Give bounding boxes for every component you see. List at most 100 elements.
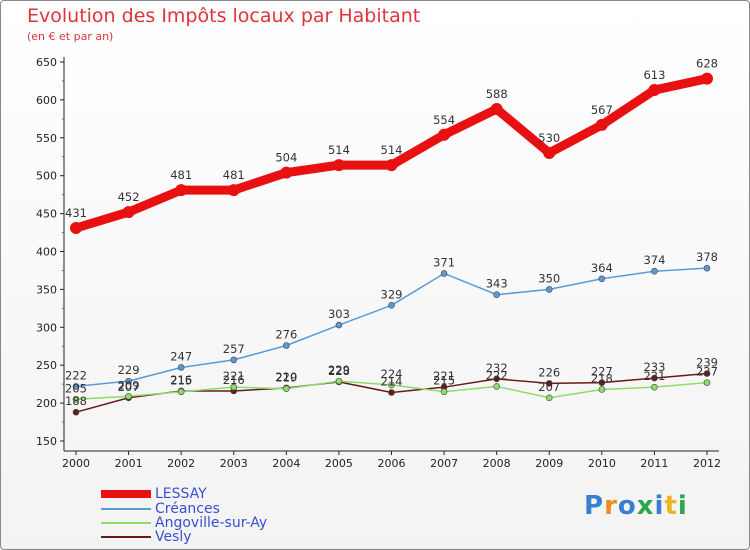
data-label-cr-ances: 374 <box>643 253 665 267</box>
data-point-cr-ances <box>335 321 343 329</box>
y-tick-label: 350 <box>36 283 57 296</box>
x-tick-label: 2002 <box>167 457 195 470</box>
x-tick-label: 2010 <box>588 457 616 470</box>
data-point-lessay <box>175 184 188 197</box>
data-label-vesly: 207 <box>118 380 140 394</box>
logo-letter: o <box>617 491 637 521</box>
data-point-vesly <box>72 408 80 416</box>
data-label-cr-ances: 303 <box>328 307 350 321</box>
data-label-angoville-sur-ay: 224 <box>381 367 403 381</box>
logo-letter: i <box>654 491 665 521</box>
data-point-angoville-sur-ay <box>651 383 658 391</box>
data-point-vesly <box>703 370 711 377</box>
legend-label-angoville: Angoville-sur-Ay <box>155 515 268 531</box>
data-label-vesly: 226 <box>538 365 560 379</box>
data-point-cr-ances <box>440 270 448 277</box>
data-label-vesly: 239 <box>696 356 718 370</box>
data-label-vesly: 232 <box>486 361 508 375</box>
data-label-lessay: 514 <box>328 143 350 157</box>
data-label-cr-ances: 276 <box>275 327 297 341</box>
data-label-lessay: 452 <box>118 190 140 204</box>
data-point-cr-ances <box>388 302 395 309</box>
x-tick-label: 2009 <box>535 457 563 470</box>
y-tick-label: 300 <box>36 321 57 334</box>
proxiti-logo: Proxiti <box>584 491 688 521</box>
data-label-lessay: 628 <box>696 57 718 71</box>
legend-swatch-lessay <box>101 490 151 498</box>
chart-title: Evolution des Impôts locaux par Habitant <box>27 5 421 27</box>
data-point-lessay <box>70 222 82 235</box>
data-point-angoville-sur-ay <box>72 396 80 403</box>
data-label-lessay: 481 <box>170 168 192 182</box>
data-point-cr-ances <box>125 377 132 385</box>
data-point-cr-ances <box>651 267 658 275</box>
data-point-vesly <box>651 374 658 382</box>
data-point-vesly <box>493 375 500 383</box>
legend-label-creances: Créances <box>155 501 220 517</box>
data-label-lessay: 530 <box>538 131 560 145</box>
y-tick-label: 400 <box>36 246 57 259</box>
data-label-angoville-sur-ay: 215 <box>433 374 455 388</box>
x-tick-label: 2003 <box>220 457 248 470</box>
axes: 150 200 250 300 350 400 450 500 550 600 650 2000 200… <box>36 56 721 470</box>
data-point-vesly <box>598 379 606 386</box>
logo-letter: r <box>604 491 618 521</box>
data-point-angoville-sur-ay <box>545 394 553 402</box>
data-label-angoville-sur-ay: 218 <box>591 371 613 385</box>
data-point-cr-ances <box>230 356 238 364</box>
data-label-lessay: 588 <box>486 87 508 101</box>
data-point-angoville-sur-ay <box>125 392 132 400</box>
y-tick-label: 200 <box>36 397 57 410</box>
data-point-angoville-sur-ay <box>493 383 500 390</box>
data-label-cr-ances: 222 <box>65 368 87 382</box>
data-label-vesly: 216 <box>223 373 245 387</box>
data-label-cr-ances: 371 <box>433 255 455 269</box>
data-point-vesly <box>545 380 553 387</box>
data-point-cr-ances <box>72 383 80 390</box>
data-point-lessay <box>385 159 398 172</box>
data-point-lessay <box>332 159 345 172</box>
data-label-lessay: 554 <box>433 113 455 127</box>
y-tick-label: 500 <box>36 170 57 183</box>
logo-letter: t <box>664 491 678 521</box>
data-label-angoville-sur-ay: 219 <box>275 371 297 385</box>
x-tick-label: 2012 <box>693 457 721 470</box>
data-point-lessay <box>280 166 293 179</box>
data-label-vesly: 220 <box>275 370 297 384</box>
data-label-angoville-sur-ay: 222 <box>486 368 508 382</box>
data-label-lessay: 504 <box>275 151 297 165</box>
data-point-lessay <box>227 184 240 197</box>
data-label-angoville-sur-ay: 221 <box>643 369 665 383</box>
data-label-cr-ances: 229 <box>118 363 140 377</box>
data-label-cr-ances: 343 <box>486 277 508 291</box>
x-tick-label: 2000 <box>62 457 90 470</box>
x-tick-label: 2005 <box>325 457 353 470</box>
y-tick-label: 600 <box>36 94 57 107</box>
data-label-lessay: 567 <box>591 103 613 117</box>
y-tick-label: 450 <box>36 208 57 221</box>
legend-item-vesly: Vesly <box>101 529 192 545</box>
y-tick-label: 150 <box>36 435 57 448</box>
data-label-vesly: 233 <box>643 360 665 374</box>
data-point-angoville-sur-ay <box>283 385 290 392</box>
legend-swatch-creances <box>101 508 151 510</box>
data-label-angoville-sur-ay: 205 <box>65 381 87 395</box>
legend-label-lessay: LESSAY <box>155 486 207 502</box>
x-tick-label: 2011 <box>640 457 668 470</box>
data-point-lessay <box>438 128 451 141</box>
data-point-angoville-sur-ay <box>335 377 343 385</box>
data-point-vesly <box>388 389 395 396</box>
data-label-angoville-sur-ay: 207 <box>538 380 560 394</box>
x-tick-label: 2008 <box>483 457 511 470</box>
data-label-lessay: 431 <box>65 206 87 220</box>
logo-letter: P <box>584 491 605 521</box>
data-label-lessay: 514 <box>381 143 403 157</box>
data-label-lessay: 613 <box>643 68 665 82</box>
y-tick-label: 550 <box>36 132 57 145</box>
legend-swatch-angoville <box>101 522 151 524</box>
x-tick-label: 2006 <box>378 457 406 470</box>
legend-label-vesly: Vesly <box>155 529 192 545</box>
legend-item-creances: Créances <box>101 501 220 517</box>
data-point-angoville-sur-ay <box>230 383 238 391</box>
